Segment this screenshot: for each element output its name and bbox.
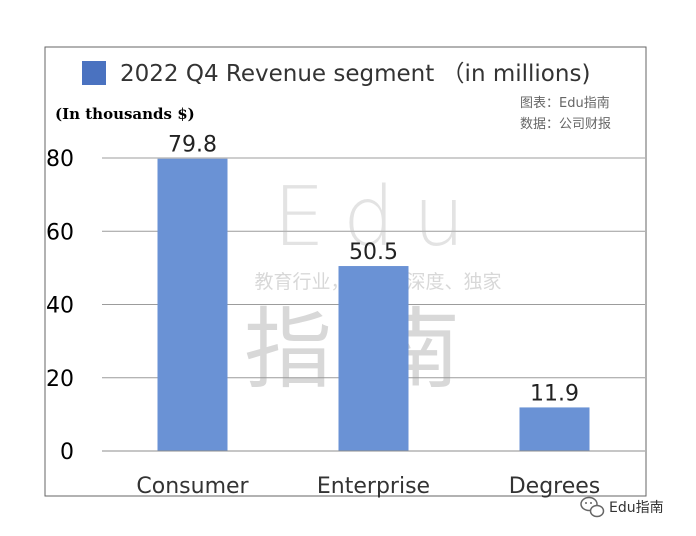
- data-label: 11.9: [530, 381, 579, 406]
- legend-label: 2022 Q4 Revenue segment （in millions): [120, 61, 590, 87]
- legend: 2022 Q4 Revenue segment （in millions): [82, 61, 590, 87]
- data-labels: 79.8 50.5 11.9: [168, 133, 579, 407]
- bar-enterprise: [338, 266, 409, 451]
- y-axis-label: (In thousands $): [55, 105, 195, 123]
- x-tick-labels: Consumer Enterprise Degrees: [136, 474, 600, 499]
- source-data-from: 数据：公司财报: [520, 117, 611, 132]
- bars: [157, 158, 590, 452]
- y-tick-label: 0: [60, 440, 74, 465]
- data-label: 50.5: [349, 240, 398, 265]
- legend-swatch: [82, 61, 106, 85]
- wechat-icon: [580, 496, 605, 518]
- wechat-badge: Edu指南: [580, 496, 664, 518]
- y-tick-label: 20: [46, 367, 74, 392]
- x-tick-label: Degrees: [509, 474, 601, 499]
- source-chart-by: 图表：Edu指南: [520, 95, 610, 111]
- y-tick-label: 60: [46, 220, 74, 245]
- watermark-line1: Edu: [273, 170, 483, 265]
- bar-consumer: [157, 158, 228, 452]
- y-tick-label: 40: [46, 294, 74, 319]
- y-tick-labels: 0 20 40 60 80: [46, 147, 74, 465]
- wechat-badge-label: Edu指南: [609, 500, 664, 516]
- data-label: 79.8: [168, 133, 217, 158]
- x-tick-label: Consumer: [136, 474, 249, 499]
- y-tick-label: 80: [46, 147, 74, 172]
- x-tick-label: Enterprise: [317, 474, 430, 499]
- bar-degrees: [519, 407, 590, 451]
